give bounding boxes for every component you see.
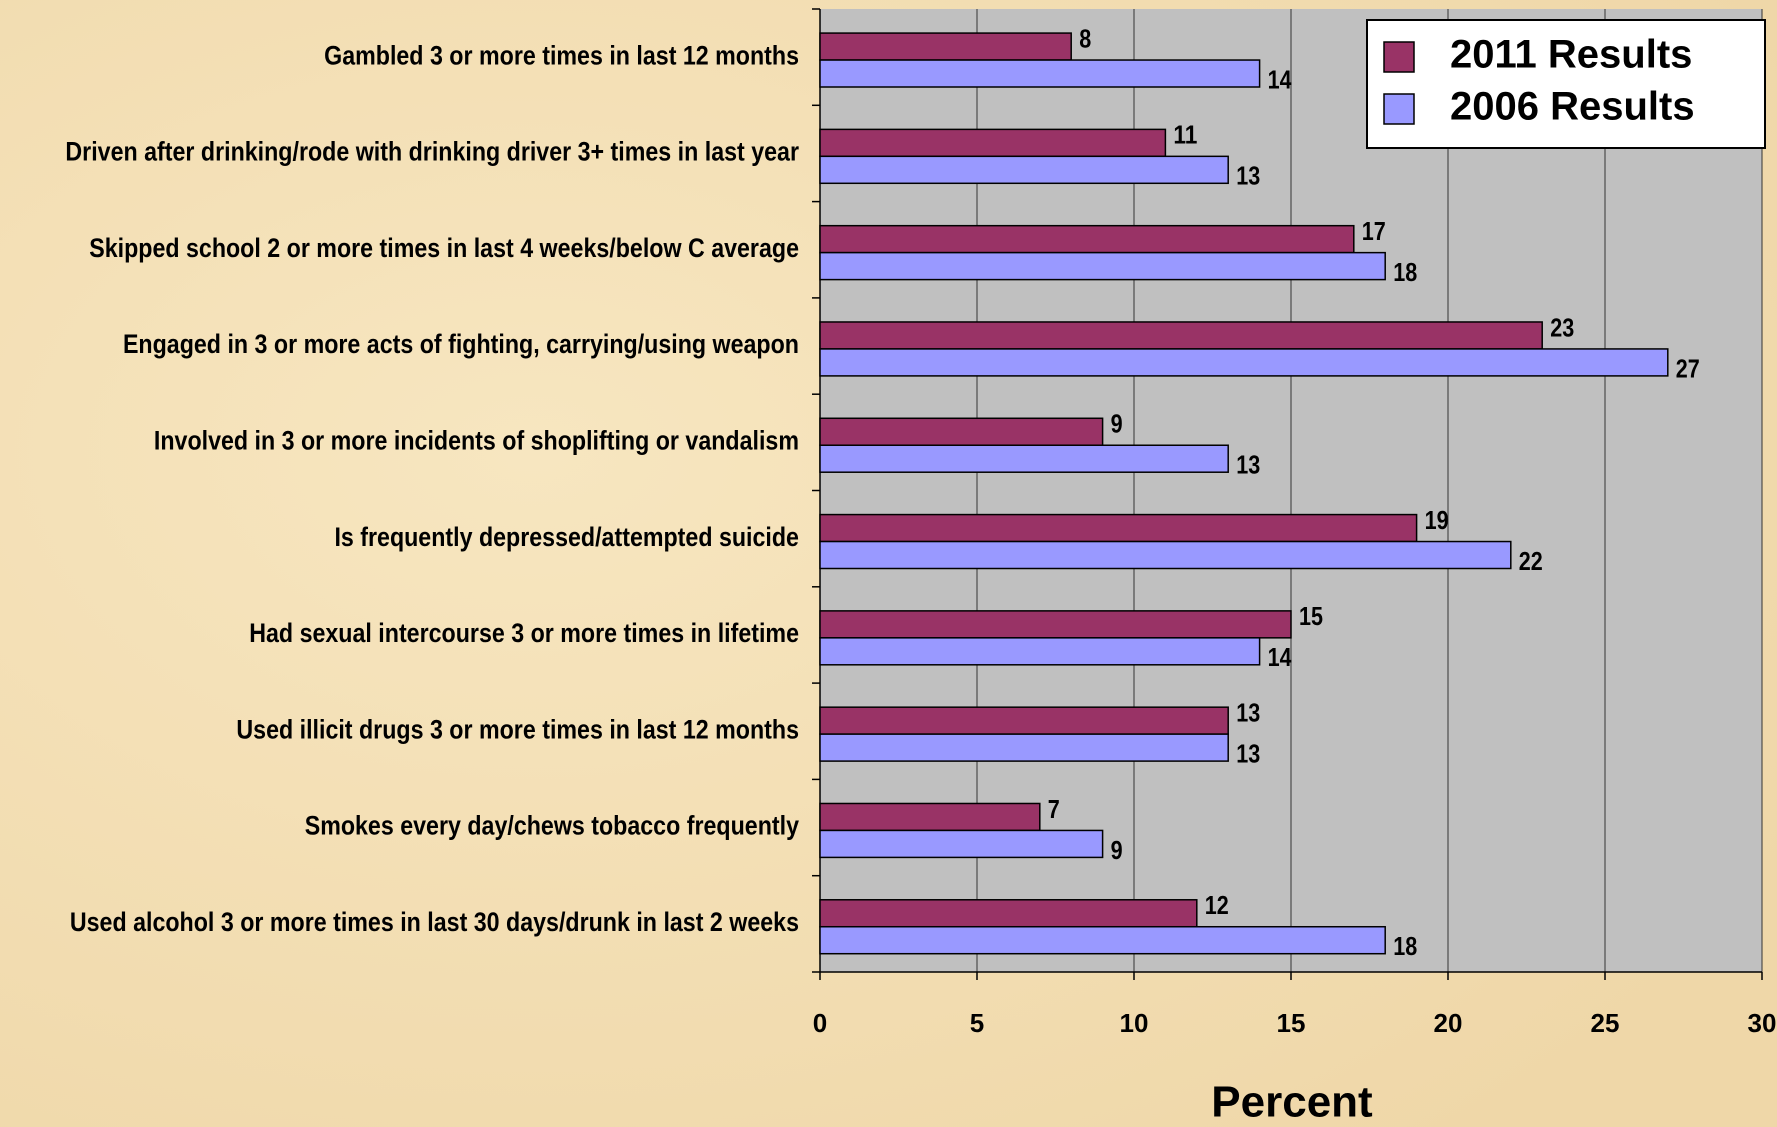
- bar: [819, 32, 1072, 61]
- bar: [819, 251, 1386, 281]
- y-tick-label: Used illicit drugs 3 or more times in la…: [236, 714, 799, 744]
- bar: [819, 802, 1041, 832]
- y-tick-label: Smokes every day/chews tobacco frequentl…: [305, 811, 799, 841]
- bar: [819, 925, 1386, 955]
- bar: [819, 417, 1104, 446]
- x-tick-label: 25: [1591, 1008, 1620, 1038]
- x-tick-label: 15: [1277, 1008, 1306, 1038]
- bar: [819, 321, 1543, 350]
- bar: [819, 637, 1261, 666]
- y-tick-label: Driven after drinking/rode with drinking…: [65, 137, 799, 167]
- legend-swatch: [1383, 93, 1415, 125]
- x-tick-label: 0: [813, 1008, 827, 1038]
- bar: [819, 128, 1167, 158]
- value-label: 14: [1268, 642, 1292, 672]
- legend-label: 2011 Results: [1450, 33, 1692, 77]
- value-label: 23: [1550, 312, 1574, 342]
- x-tick-label: 20: [1434, 1008, 1463, 1038]
- value-label: 9: [1111, 409, 1123, 439]
- legend: [1366, 19, 1766, 149]
- value-label: 15: [1299, 601, 1323, 631]
- bar: [819, 706, 1229, 735]
- y-tick-label: Involved in 3 or more incidents of shopl…: [154, 425, 799, 455]
- x-tick-label: 10: [1120, 1008, 1149, 1038]
- x-axis-label: Percent: [1211, 1078, 1373, 1127]
- y-tick-label: Is frequently depressed/attempted suicid…: [334, 522, 799, 552]
- bar: [819, 540, 1512, 570]
- value-label: 13: [1236, 161, 1260, 191]
- bar: [819, 155, 1229, 185]
- value-label: 9: [1111, 835, 1123, 865]
- value-label: 18: [1393, 931, 1417, 961]
- bar: [819, 224, 1355, 254]
- value-label: 8: [1079, 23, 1091, 53]
- y-tick-label: Skipped school 2 or more times in last 4…: [89, 233, 799, 263]
- bar: [819, 610, 1292, 639]
- bar: [819, 733, 1229, 762]
- legend-label: 2006 Results: [1450, 85, 1695, 129]
- legend-swatch: [1383, 41, 1415, 73]
- y-tick-label: Engaged in 3 or more acts of fighting, c…: [123, 329, 799, 359]
- value-label: 13: [1236, 698, 1260, 728]
- value-label: 13: [1236, 450, 1260, 480]
- value-label: 11: [1173, 120, 1197, 150]
- value-label: 19: [1425, 505, 1449, 535]
- bar: [819, 348, 1669, 377]
- bar: [819, 829, 1104, 859]
- y-tick-label: Gambled 3 or more times in last 12 month…: [324, 40, 799, 70]
- value-label: 27: [1676, 353, 1700, 383]
- value-label: 17: [1362, 216, 1386, 246]
- value-label: 12: [1205, 890, 1229, 920]
- bar: [819, 513, 1418, 543]
- value-label: 22: [1519, 546, 1543, 576]
- bar: [819, 59, 1261, 88]
- value-label: 18: [1393, 257, 1417, 287]
- bar: [819, 444, 1229, 473]
- bar: [819, 899, 1198, 928]
- x-tick-label: 30: [1748, 1008, 1777, 1038]
- y-tick-label: Used alcohol 3 or more times in last 30 …: [70, 907, 799, 937]
- value-label: 14: [1268, 64, 1292, 94]
- x-tick-label: 5: [970, 1008, 984, 1038]
- value-label: 13: [1236, 738, 1260, 768]
- value-label: 7: [1048, 794, 1060, 824]
- y-tick-label: Had sexual intercourse 3 or more times i…: [249, 618, 799, 648]
